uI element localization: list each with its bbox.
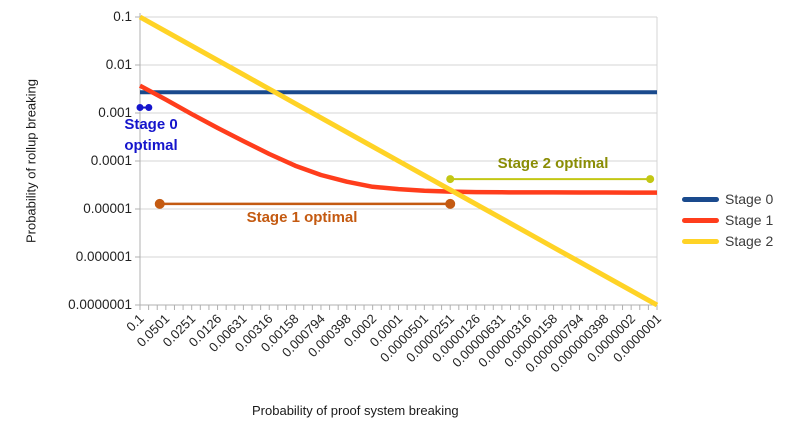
legend: Stage 0 Stage 1 Stage 2 bbox=[682, 191, 774, 249]
annotation-stage-2-optimal: Stage 2 optimal bbox=[497, 155, 609, 172]
annotation-stage-0-optimal-line2: optimal bbox=[124, 137, 178, 154]
series-line-stage-1 bbox=[138, 83, 657, 195]
y-tick-label: 0.0001 bbox=[90, 153, 132, 168]
x-axis-title: Probability of proof system breaking bbox=[252, 403, 459, 418]
legend-item-stage-2: Stage 2 bbox=[682, 233, 774, 249]
legend-item-stage-1: Stage 1 bbox=[682, 212, 774, 228]
annotation-range-dot bbox=[445, 198, 456, 209]
annotation-range-dot bbox=[145, 104, 153, 112]
y-tick-label: 0.000001 bbox=[75, 249, 132, 264]
annotation-range-dot bbox=[154, 198, 165, 209]
y-axis-title: Probability of rollup breaking bbox=[23, 78, 39, 244]
annotation-range-dot bbox=[136, 104, 144, 112]
y-tick-label: 0.0000001 bbox=[68, 297, 132, 312]
y-tick-label: 0.001 bbox=[98, 105, 132, 120]
y-tick-label: 0.1 bbox=[113, 9, 132, 24]
annotation-stage-1-optimal: Stage 1 optimal bbox=[246, 209, 358, 226]
legend-item-stage-0: Stage 0 bbox=[682, 191, 774, 207]
legend-label-stage-0: Stage 0 bbox=[725, 191, 774, 207]
stage-0-swatch-icon bbox=[682, 196, 719, 202]
stage-2-swatch-icon bbox=[682, 238, 719, 244]
y-tick-label: 0.01 bbox=[105, 57, 132, 72]
annotation-stage-0-optimal: Stage 0 optimal bbox=[112, 114, 190, 156]
series-line-stage-2 bbox=[138, 14, 659, 308]
stage-1-swatch-icon bbox=[682, 217, 719, 223]
legend-label-stage-2: Stage 2 bbox=[725, 233, 774, 249]
annotation-range-dot bbox=[646, 175, 655, 184]
annotation-range-dot bbox=[446, 175, 455, 184]
legend-label-stage-1: Stage 1 bbox=[725, 212, 774, 228]
annotation-stage-0-optimal-line1: Stage 0 bbox=[124, 116, 178, 133]
y-tick-label: 0.00001 bbox=[83, 201, 132, 216]
